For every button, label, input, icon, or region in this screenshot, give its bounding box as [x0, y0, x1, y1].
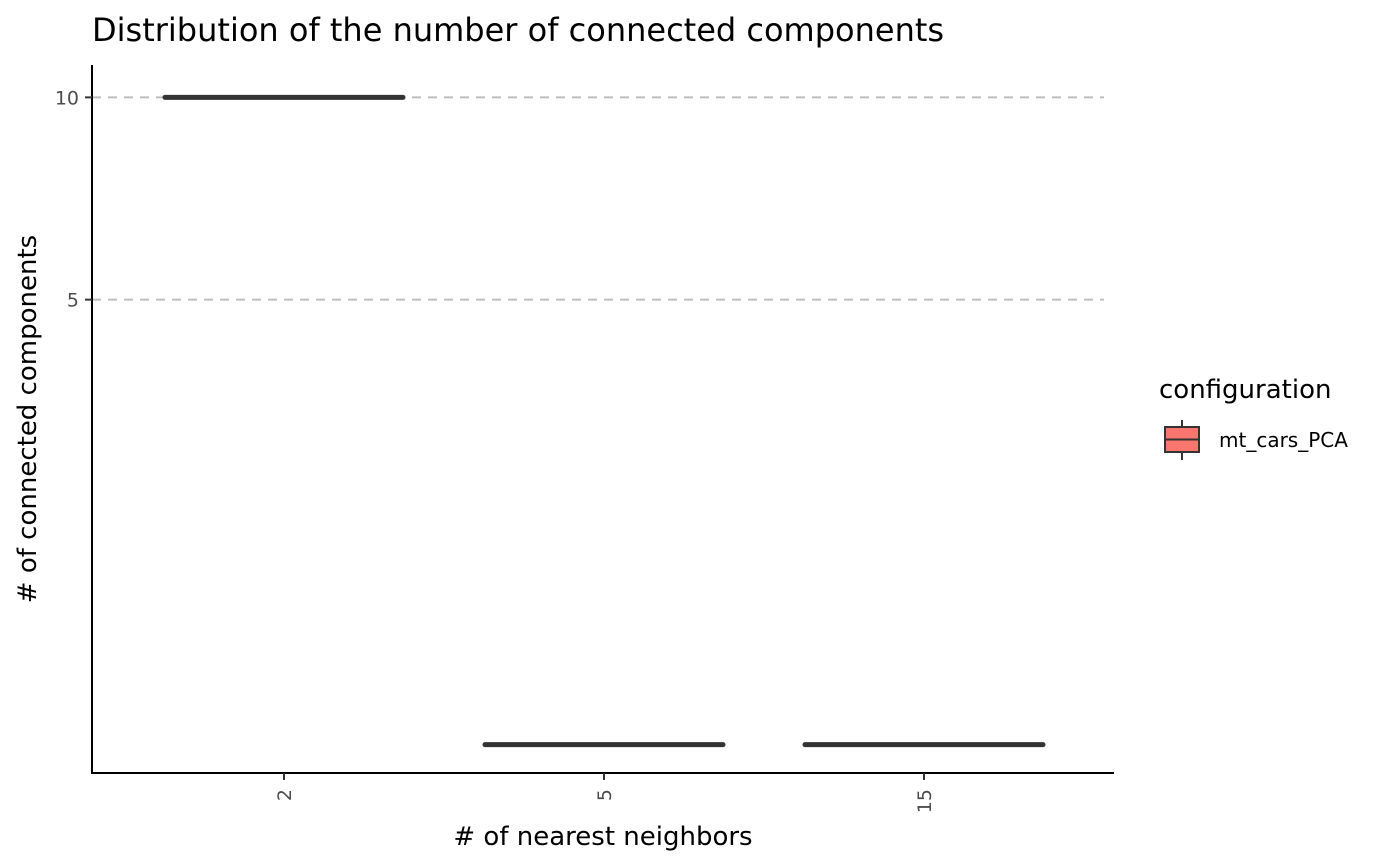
x-axis-title: # of nearest neighbors [453, 822, 752, 852]
box-series [162, 94, 1046, 748]
legend-label: mt_cars_PCA [1219, 428, 1348, 452]
y-tick-label: 10 [55, 87, 79, 109]
x-tick-label: 15 [914, 789, 936, 813]
y-tick-label: 5 [67, 290, 79, 312]
y-axis-title: # of connected components [13, 235, 43, 603]
chart-title: Distribution of the number of connected … [92, 11, 944, 49]
x-ticks: 2 5 15 [274, 773, 936, 813]
x-tick-label: 5 [594, 789, 616, 801]
legend-title: configuration [1159, 375, 1331, 405]
grid [92, 96, 1104, 301]
y-ticks: 5 10 [55, 87, 92, 312]
legend: configuration mt_cars_PCA [1159, 375, 1348, 460]
x-tick-label: 2 [274, 789, 296, 801]
